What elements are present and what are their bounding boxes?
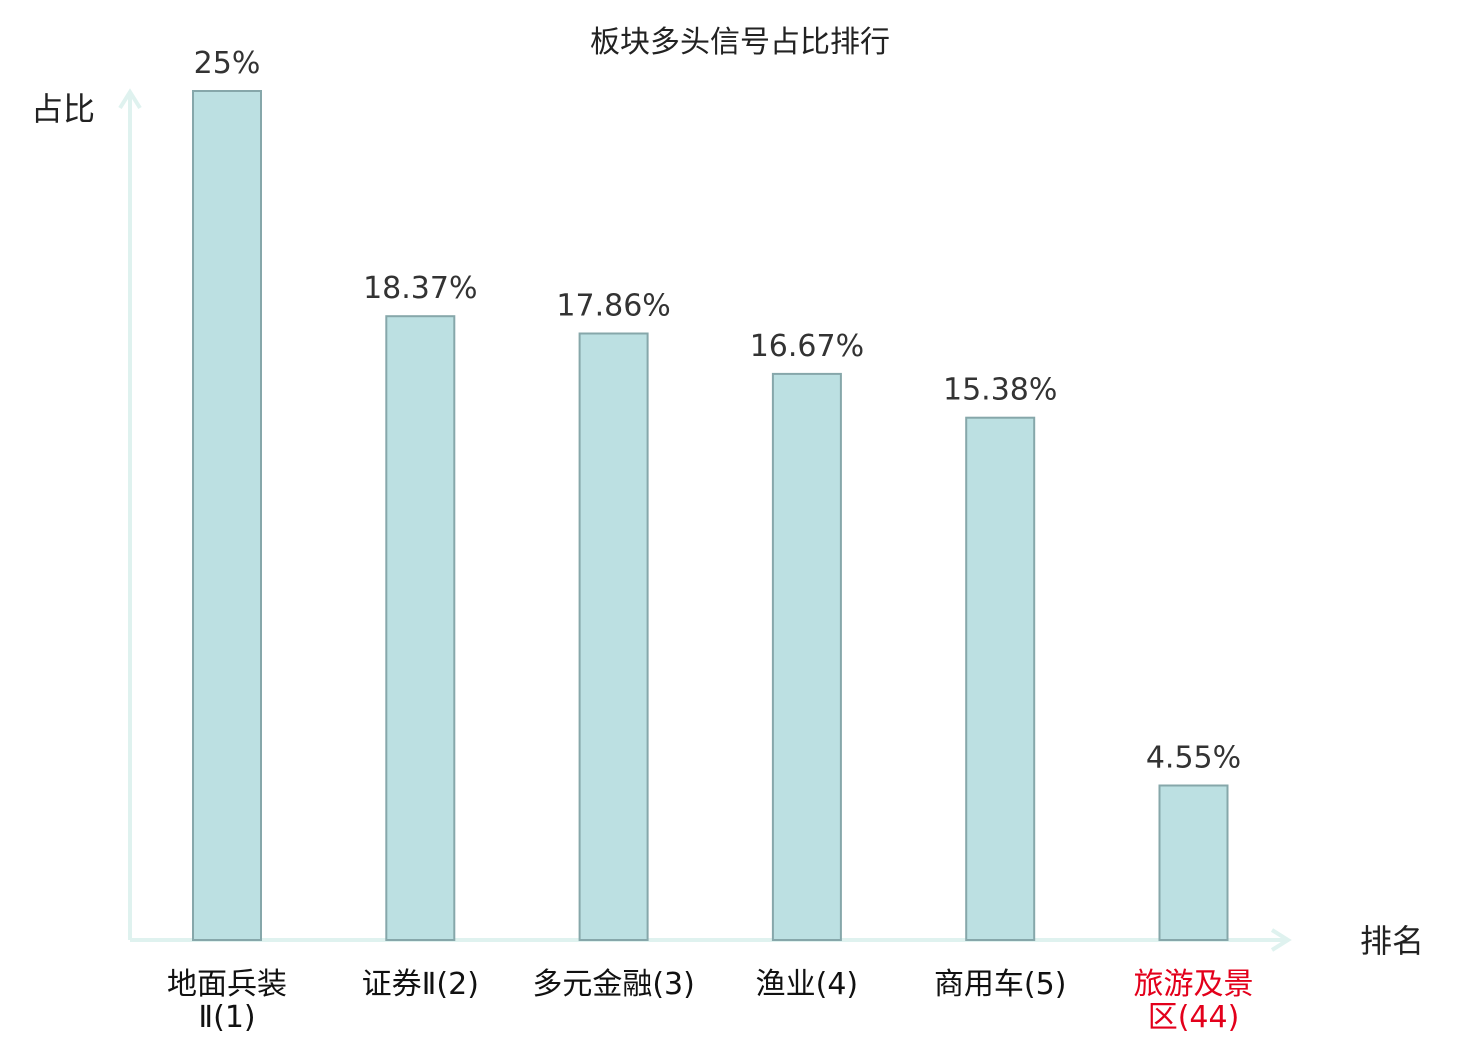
bar-value-label: 4.55% [1146, 741, 1241, 776]
bar [1158, 784, 1229, 941]
x-axis-label: 排名 [1360, 922, 1424, 960]
bar [965, 416, 1036, 941]
x-tick-label: 区(44) [1148, 1000, 1240, 1035]
x-axis-arrow [1270, 928, 1292, 952]
y-axis-arrow [118, 88, 142, 110]
x-tick-label: 旅游及景 [1134, 967, 1254, 1002]
bar-value-label: 17.86% [556, 289, 670, 324]
x-tick-label: 地面兵装 [167, 967, 287, 1002]
bar-value-label: 16.67% [750, 329, 864, 364]
value-labels-group: 25% 18.37% 17.86% 16.67% 15.38% 4.55% [194, 46, 1242, 776]
bar [192, 90, 262, 941]
chart-title: 板块多头信号占比排行 [590, 25, 890, 60]
x-tick-label: Ⅱ(1) [198, 1000, 255, 1035]
x-tick-label: 多元金融(3) [532, 967, 695, 1002]
x-tick-label: 渔业(4) [756, 967, 859, 1002]
x-tick-label: 证券Ⅱ(2) [362, 967, 479, 1002]
bar [771, 372, 842, 941]
bars-group [192, 90, 1229, 941]
bar [385, 315, 456, 941]
bar [578, 332, 649, 941]
bar-value-label: 18.37% [363, 271, 477, 306]
bar-value-label: 15.38% [943, 373, 1057, 408]
bar-value-label: 25% [194, 46, 261, 81]
x-tick-label: 商用车(5) [934, 967, 1067, 1002]
y-axis-label: 占比 [31, 90, 95, 128]
